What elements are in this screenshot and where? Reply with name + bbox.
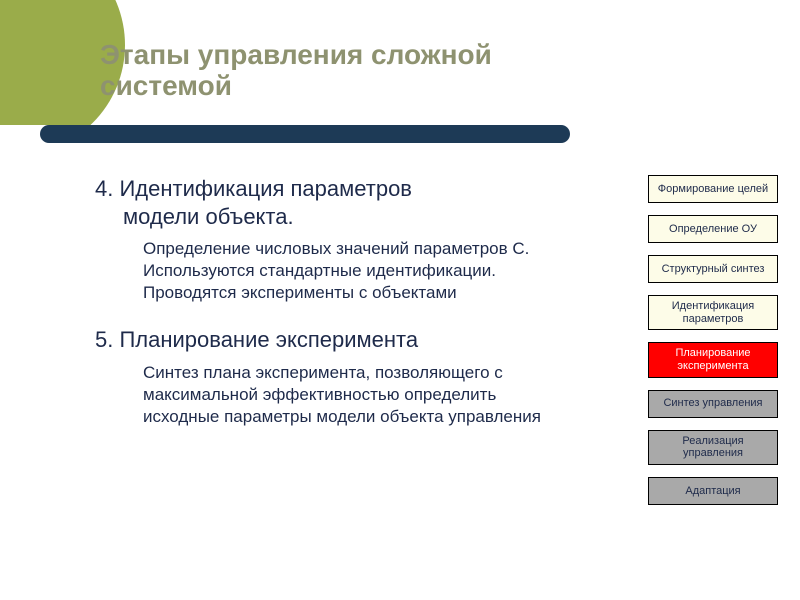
section-body: Определение числовых значений параметров… xyxy=(95,238,575,304)
section-heading: 4. Идентификация параметров модели объек… xyxy=(95,175,575,230)
stage-box-1: Формирование целей xyxy=(648,175,778,203)
title-area: Этапы управления сложной системой xyxy=(100,40,530,102)
heading-line1: 4. Идентификация параметров xyxy=(95,176,412,201)
title-divider xyxy=(40,125,570,143)
section-heading: 5. Планирование эксперимента xyxy=(95,326,575,354)
stage-box-8: Адаптация xyxy=(648,477,778,505)
heading-line1: 5. Планирование эксперимента xyxy=(95,327,418,352)
stage-box-6: Синтез управления xyxy=(648,390,778,418)
heading-line2: модели объекта. xyxy=(95,203,575,231)
section-body: Синтез плана эксперимента, позволяющего … xyxy=(95,362,575,428)
stage-box-2: Определение ОУ xyxy=(648,215,778,243)
stage-box-7: Реализация управления xyxy=(648,430,778,465)
section-4: 4. Идентификация параметров модели объек… xyxy=(95,175,575,304)
section-5: 5. Планирование эксперимента Синтез план… xyxy=(95,326,575,428)
main-content: 4. Идентификация параметров модели объек… xyxy=(95,175,575,450)
stage-box-3: Структурный синтез xyxy=(648,255,778,283)
stage-box-5: Планирование эксперимента xyxy=(648,342,778,377)
stages-sidebar: Формирование целей Определение ОУ Структ… xyxy=(648,175,778,505)
page-title: Этапы управления сложной системой xyxy=(100,40,530,102)
stage-box-4: Идентификация параметров xyxy=(648,295,778,330)
